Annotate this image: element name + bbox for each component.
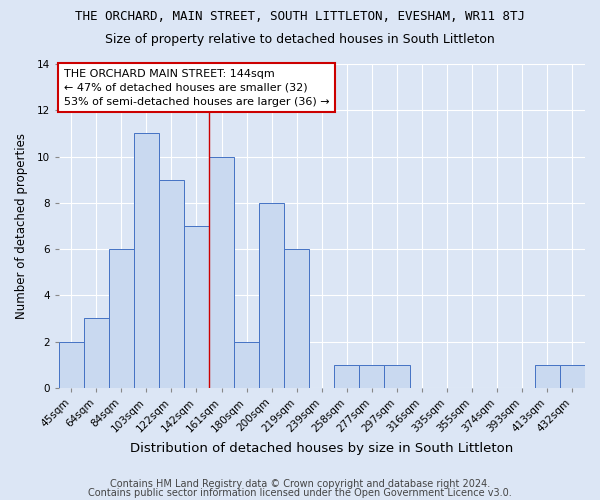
Bar <box>134 134 159 388</box>
Bar <box>234 342 259 388</box>
Bar <box>334 364 359 388</box>
Bar <box>83 318 109 388</box>
X-axis label: Distribution of detached houses by size in South Littleton: Distribution of detached houses by size … <box>130 442 514 455</box>
Text: THE ORCHARD MAIN STREET: 144sqm
← 47% of detached houses are smaller (32)
53% of: THE ORCHARD MAIN STREET: 144sqm ← 47% of… <box>64 69 329 107</box>
Bar <box>284 249 309 388</box>
Text: THE ORCHARD, MAIN STREET, SOUTH LITTLETON, EVESHAM, WR11 8TJ: THE ORCHARD, MAIN STREET, SOUTH LITTLETO… <box>75 10 525 23</box>
Bar <box>535 364 560 388</box>
Bar <box>385 364 410 388</box>
Bar <box>359 364 385 388</box>
Bar <box>259 203 284 388</box>
Bar <box>59 342 83 388</box>
Bar <box>209 156 234 388</box>
Y-axis label: Number of detached properties: Number of detached properties <box>15 133 28 319</box>
Bar <box>184 226 209 388</box>
Bar <box>159 180 184 388</box>
Bar <box>109 249 134 388</box>
Bar <box>560 364 585 388</box>
Text: Contains HM Land Registry data © Crown copyright and database right 2024.: Contains HM Land Registry data © Crown c… <box>110 479 490 489</box>
Text: Size of property relative to detached houses in South Littleton: Size of property relative to detached ho… <box>105 32 495 46</box>
Text: Contains public sector information licensed under the Open Government Licence v3: Contains public sector information licen… <box>88 488 512 498</box>
